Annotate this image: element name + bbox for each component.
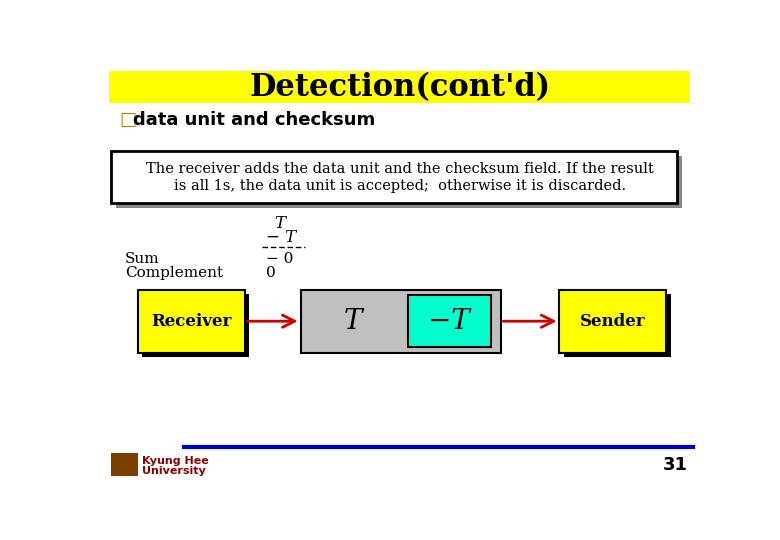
Bar — [559, 289, 666, 353]
Bar — [116, 156, 682, 208]
Text: 0: 0 — [267, 266, 276, 280]
Text: Kyung Hee: Kyung Hee — [143, 456, 209, 466]
Bar — [143, 294, 250, 357]
Text: University: University — [143, 466, 206, 476]
Text: − T: − T — [267, 229, 296, 246]
Text: Sum: Sum — [125, 252, 159, 266]
Bar — [138, 289, 245, 353]
Text: T: T — [275, 215, 285, 232]
Bar — [112, 151, 677, 204]
Text: Receiver: Receiver — [151, 313, 232, 330]
Bar — [112, 453, 138, 476]
Text: T: T — [344, 308, 363, 335]
Text: The receiver adds the data unit and the checksum field. If the result: The receiver adds the data unit and the … — [146, 162, 654, 176]
Text: □: □ — [119, 111, 136, 129]
Text: 31: 31 — [663, 456, 688, 475]
Text: data unit and checksum: data unit and checksum — [133, 111, 375, 129]
Text: −T: −T — [428, 308, 470, 335]
Text: is all 1s, the data unit is accepted;  otherwise it is discarded.: is all 1s, the data unit is accepted; ot… — [174, 179, 626, 193]
Text: − 0: − 0 — [267, 252, 294, 266]
Bar — [407, 295, 491, 347]
Bar — [300, 289, 501, 353]
Text: Sender: Sender — [580, 313, 646, 330]
Text: Complement: Complement — [125, 266, 223, 280]
Bar — [564, 294, 671, 357]
Text: Detection(cont'd): Detection(cont'd) — [249, 72, 551, 103]
Bar — [109, 71, 690, 103]
